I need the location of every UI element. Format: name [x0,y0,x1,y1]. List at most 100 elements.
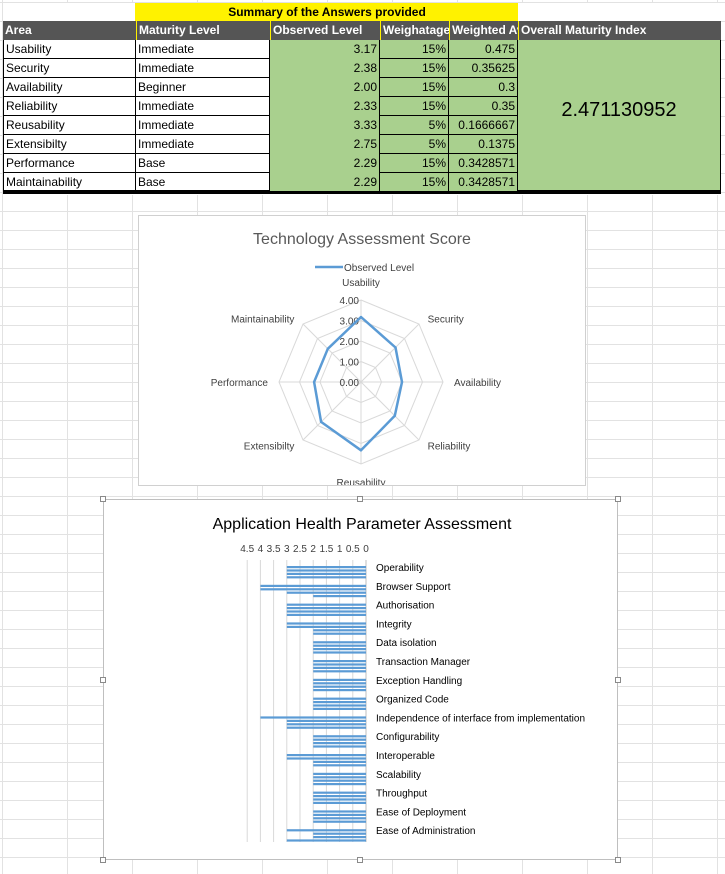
cell-area[interactable]: Security [3,59,136,78]
bar [313,810,366,813]
cell-area[interactable]: Usability [3,40,136,59]
cell-weight[interactable]: 5% [380,116,449,135]
bar [313,745,366,748]
bar [286,607,366,610]
grid-spoke [360,381,420,441]
bar [313,663,366,666]
category-label: Data isolation [376,638,437,649]
data-point [359,315,363,319]
cell-maturity[interactable]: Immediate [136,97,270,116]
cell-weighted[interactable]: 0.3 [449,78,518,97]
resize-handle-s[interactable] [357,857,363,863]
bar [286,572,366,575]
cell-weighted[interactable]: 0.475 [449,40,518,59]
cell-area[interactable]: Availability [3,78,136,97]
cell-weighted[interactable]: 0.35625 [449,59,518,78]
cell-area[interactable]: Maintainability [3,173,136,192]
cell-weight[interactable]: 15% [380,97,449,116]
bar [313,832,366,835]
cell-observed[interactable]: 3.33 [270,116,380,135]
bar [313,651,366,654]
cell-observed[interactable]: 2.29 [270,154,380,173]
bar [286,723,366,726]
chart-title: Application Health Parameter Assessment [213,516,512,533]
resize-handle-ne[interactable] [615,496,621,502]
cell-observed[interactable]: 2.75 [270,135,380,154]
cell-weight[interactable]: 15% [380,40,449,59]
axis-label: Security [428,314,464,325]
axis-label: Maintainability [231,314,294,325]
cell-weight[interactable]: 15% [380,154,449,173]
radar-chart-frame[interactable]: Technology Assessment Score Observed Leve… [138,215,586,489]
overall-maturity-index[interactable]: 2.471130952 [518,40,721,192]
header-cell[interactable]: Area [3,21,136,40]
cell-weighted[interactable]: 0.1375 [449,135,518,154]
bar [286,591,366,594]
cell-area[interactable]: Extensibilty [3,135,136,154]
cell-weighted[interactable]: 0.35 [449,97,518,116]
cell-weighted[interactable]: 0.3428571 [449,173,518,192]
bar [313,648,366,651]
category-label: Authorisation [376,601,434,612]
category-label: Integrity [376,619,412,630]
table-title: Summary of the Answers provided [136,3,518,21]
header-cell[interactable]: Weighted Avg [449,21,518,40]
resize-handle-nw[interactable] [100,496,106,502]
cell-area[interactable]: Reusability [3,116,136,135]
cell-maturity[interactable]: Beginner [136,78,270,97]
data-point [400,380,404,384]
bar [313,772,366,775]
cell-observed[interactable]: 2.00 [270,78,380,97]
cell-maturity[interactable]: Base [136,173,270,192]
cell-observed[interactable]: 2.33 [270,97,380,116]
cell-weight[interactable]: 5% [380,135,449,154]
header-cell[interactable]: Overall Maturity Index [518,21,721,40]
axis-label: Performance [211,378,269,389]
cell-weighted[interactable]: 0.3428571 [449,154,518,173]
data-point [393,414,396,417]
category-label: Browser Support [376,582,451,593]
cell-observed[interactable]: 2.38 [270,59,380,78]
cell-maturity[interactable]: Base [136,154,270,173]
data-point [312,380,316,384]
bar [313,670,366,673]
bar [286,622,366,625]
bar-chart-frame[interactable]: Application Health Parameter Assessment 4… [103,499,618,860]
resize-handle-e[interactable] [615,677,621,683]
cell-maturity[interactable]: Immediate [136,40,270,59]
header-cell[interactable]: Observed Level [270,21,380,40]
cell-weight[interactable]: 15% [380,173,449,192]
header-cell[interactable]: Weighatage [380,21,449,40]
bar [313,791,366,794]
data-point [326,347,330,351]
bar [313,644,366,647]
resize-handle-sw[interactable] [100,857,106,863]
resize-handle-n[interactable] [357,496,363,502]
cell-maturity[interactable]: Immediate [136,59,270,78]
x-tick-label: 2.5 [293,544,307,555]
resize-handle-se[interactable] [615,857,621,863]
cell-area[interactable]: Reliability [3,97,136,116]
bar [286,576,366,579]
cell-maturity[interactable]: Immediate [136,135,270,154]
resize-handle-w[interactable] [100,677,106,683]
cell-maturity[interactable]: Immediate [136,116,270,135]
bar [286,719,366,722]
cell-weight[interactable]: 15% [380,78,449,97]
data-point [359,449,363,452]
cell-area[interactable]: Performance [3,154,136,173]
radial-tick-label: 2.00 [340,337,360,348]
bar [286,757,366,760]
x-tick-label: 3.5 [267,544,281,555]
cell-observed[interactable]: 2.29 [270,173,380,192]
header-cell[interactable]: Maturity Level [136,21,270,40]
category-label: Ease of Administration [376,826,476,837]
bar [313,595,366,598]
cell-weighted[interactable]: 0.1666667 [449,116,518,135]
cell-observed[interactable]: 3.17 [270,40,380,59]
data-point [394,346,397,349]
bar [260,588,366,591]
bar [313,689,366,692]
cell-weight[interactable]: 15% [380,59,449,78]
x-tick-label: 0.5 [346,544,360,555]
